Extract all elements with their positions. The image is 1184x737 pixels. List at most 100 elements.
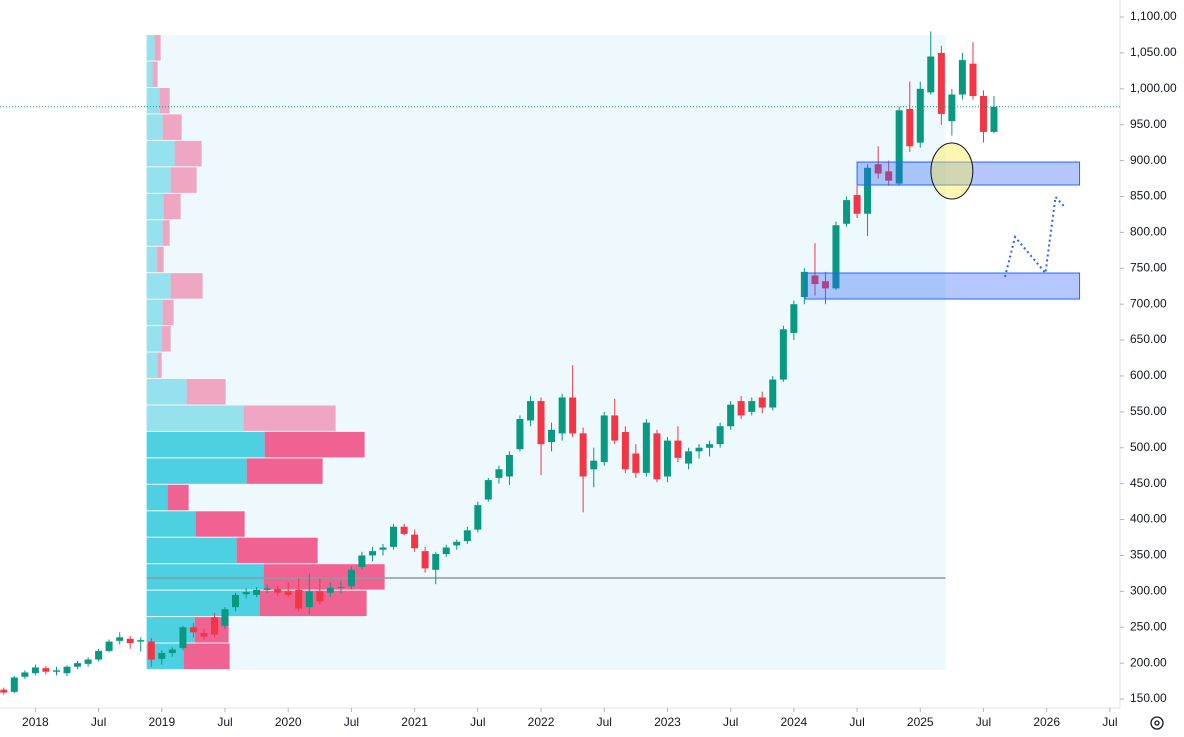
profile-up [146,88,160,114]
y-tick-label: 550.00 [1130,404,1167,418]
profile-down [162,299,174,326]
candle-body [621,431,629,470]
x-tick-label: 2019 [148,715,175,729]
candle-body [927,56,935,93]
settings-icon[interactable] [1150,716,1164,730]
candle-body [221,609,229,626]
profile-down [162,114,182,140]
candle-body [495,469,503,478]
profile-up [146,590,260,617]
candle-body [979,95,987,132]
y-tick-label: 950.00 [1130,117,1167,131]
candle-body [811,275,819,285]
candle-body [168,649,176,654]
profile-down [259,590,367,617]
y-tick-label: 900.00 [1130,153,1167,167]
candle-body [843,200,851,224]
profile-up [146,299,163,326]
candle-body [758,397,766,408]
candle-body [379,547,387,550]
profile-down [264,431,365,458]
y-tick-label: 350.00 [1130,548,1167,562]
candle-body [326,587,334,593]
candle-body [874,164,882,174]
candle-body [390,526,398,547]
candle-body [800,271,808,297]
profile-up [146,167,171,193]
profile-up [146,564,264,590]
x-tick-label: 2023 [654,715,681,729]
y-tick-label: 600.00 [1130,368,1167,382]
x-tick-label: Jul [344,715,359,729]
candle-body [716,426,724,445]
candle-body [821,281,829,289]
candle-body [505,454,513,477]
candle-body [516,419,524,450]
candle-body [263,588,271,590]
profile-down [246,458,323,484]
candle-body [590,460,598,470]
x-tick-label: Jul [723,715,738,729]
candle-body [990,106,998,132]
drawings [804,142,1081,300]
y-tick-label: 750.00 [1130,260,1167,274]
profile-up [146,484,168,511]
profile-down [243,405,336,431]
x-tick-label: Jul [976,715,991,729]
candle-body [579,433,587,477]
candle-body [126,638,134,644]
candle-body [558,397,566,434]
candle-body [358,555,366,567]
profile-down [154,35,161,61]
y-tick-label: 850.00 [1130,189,1167,203]
profile-background [146,35,946,671]
candle-body [916,88,924,143]
candle-body [569,397,577,434]
candle-body [31,667,39,674]
profile-down [170,167,197,193]
candle-body [432,554,440,570]
candle-body [21,672,29,677]
profile-up [146,537,237,564]
profile-up [146,326,162,352]
candle-body [421,551,429,569]
x-tick-label: Jul [91,715,106,729]
y-tick-label: 650.00 [1130,332,1167,346]
profile-down [174,140,202,167]
y-tick-label: 200.00 [1130,655,1167,669]
candle-body [632,453,640,473]
candle-body [316,591,324,602]
candle-body [369,551,377,556]
candle-body [305,591,313,608]
candle-body [548,429,556,443]
profile-up [146,246,157,273]
candle-body [95,650,103,660]
candle-body [642,422,650,473]
candle-body [200,632,208,637]
y-tick-label: 1,050.00 [1130,45,1177,59]
profile-up [146,352,158,378]
x-tick-label: 2020 [275,715,302,729]
candle-body [895,110,903,184]
candle-body [147,641,155,660]
candle-body [790,304,798,333]
candle-body [853,195,861,214]
candle-body [674,440,682,458]
candle-body [537,401,545,445]
candle-body [0,689,8,693]
y-tick-label: 300.00 [1130,584,1167,598]
profile-up [146,35,155,61]
x-tick-label: 2024 [781,715,808,729]
zone-rectangle [856,161,1081,186]
profile-down [152,61,158,88]
candle-body [295,589,303,609]
profile-up [146,405,244,431]
candle-body [685,451,693,464]
candle-body [453,541,461,546]
candle-body [937,52,945,114]
profile-down [167,484,189,511]
y-tick-label: 700.00 [1130,296,1167,310]
profile-down [170,273,203,299]
profile-up [146,617,195,643]
candle-body [864,167,872,214]
